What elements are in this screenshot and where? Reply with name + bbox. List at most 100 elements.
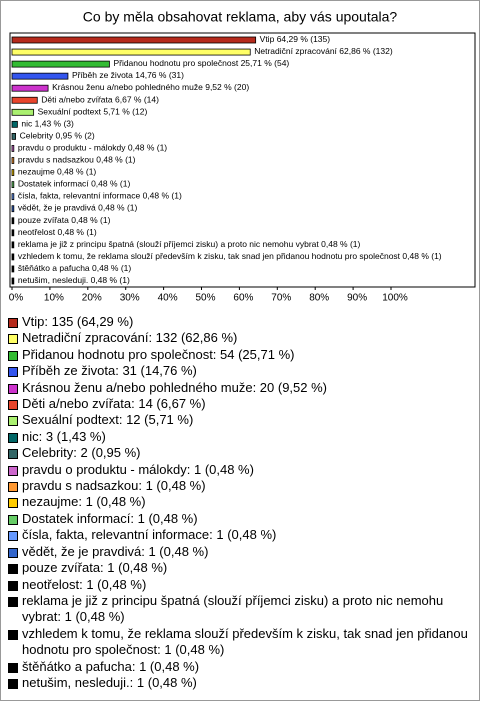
legend-swatch xyxy=(8,547,18,558)
x-tick-label: 20% xyxy=(82,293,102,304)
legend-label: reklama je již z principu špatná (slouží… xyxy=(22,592,444,625)
category-label: vzhledem k tomu, že reklama slouží přede… xyxy=(18,251,401,261)
legend-item: pouze zvířata: 1 (0,48 %) xyxy=(8,560,472,576)
legend-label: Vtip: 135 (64,29 %) xyxy=(22,314,134,329)
category-label: Krásnou ženu a/nebo pohledného muže xyxy=(52,82,203,92)
bar-label: Netradiční zpracování 62,86 % (132) xyxy=(254,46,393,56)
legend-item: štěňátko a pafucha: 1 (0,48 %) xyxy=(8,659,472,675)
value-label: 0,48 % (1) xyxy=(71,215,110,225)
value-label: 64,29 % (135) xyxy=(277,34,331,44)
category-label: vědět, že je pravdivá xyxy=(18,203,96,213)
bar xyxy=(11,217,15,225)
category-label: čísla, fakta, relevantní informace xyxy=(18,191,141,201)
value-label: 0,48 % (1) xyxy=(98,203,137,213)
category-label: nic xyxy=(21,119,33,129)
category-label: neotřelost xyxy=(18,227,56,237)
legend-swatch xyxy=(8,482,18,493)
bar-label: pravdu o produktu - málokdy 0,48 % (1) xyxy=(18,143,167,153)
value-label: 0,48 % (1) xyxy=(96,155,135,165)
bar-label: Dostatek informací 0,48 % (1) xyxy=(18,179,131,189)
category-label: Celebrity xyxy=(20,131,54,141)
category-label: Přidanou hodnotu pro společnost xyxy=(113,58,238,68)
legend-label: neotřelost: 1 (0,48 %) xyxy=(22,576,147,592)
legend-label: Krásnou ženu a/nebo pohledného muže: 20 … xyxy=(22,379,327,395)
bar xyxy=(11,72,69,80)
bar-label: vzhledem k tomu, že reklama slouží přede… xyxy=(18,251,442,261)
value-label: 1,43 % (3) xyxy=(35,119,74,129)
legend-swatch xyxy=(8,334,18,345)
legend-item: nezaujme: 1 (0,48 %) xyxy=(8,494,472,510)
bar-label: neotřelost 0,48 % (1) xyxy=(18,227,97,237)
bar xyxy=(11,132,17,140)
legend-item: vzhledem k tomu, že reklama slouží přede… xyxy=(8,626,472,659)
bar xyxy=(11,48,251,56)
category-label: pravdu s nadsazkou xyxy=(18,155,94,165)
bar-label: nezaujme 0,48 % (1) xyxy=(18,167,97,177)
legend-swatch xyxy=(8,350,18,361)
legend-item: Krásnou ženu a/nebo pohledného muže: 20 … xyxy=(8,380,472,396)
legend-swatch xyxy=(8,498,18,509)
legend-item: pravdu s nadsazkou: 1 (0,48 %) xyxy=(8,478,472,494)
bar xyxy=(11,157,15,164)
legend-label: pouze zvířata: 1 (0,48 %) xyxy=(22,560,168,576)
category-label: pouze zvířata xyxy=(18,215,69,225)
legend-swatch xyxy=(8,629,18,640)
value-label: 9,52 % (20) xyxy=(205,82,249,92)
value-label: 62,86 % (132) xyxy=(339,46,393,56)
value-label: 0,48 % (1) xyxy=(143,191,182,201)
chart: Co by měla obsahovat reklama, aby vás up… xyxy=(9,9,476,304)
bar-label: pravdu s nadsazkou 0,48 % (1) xyxy=(18,155,136,165)
legend-label: nezaujme: 1 (0,48 %) xyxy=(22,494,146,510)
category-label: Netradiční zpracování xyxy=(254,46,337,56)
bar xyxy=(11,169,15,176)
legend-label: Děti a/nebo zvířata: 14 (6,67 %) xyxy=(22,396,206,412)
bar xyxy=(11,96,38,104)
legend-label: štěňátko a pafucha: 1 (0,48 %) xyxy=(22,658,200,674)
legend-label: pravdu o produktu - málokdy: 1 (0,48 %) xyxy=(22,461,254,477)
value-label: 5,71 % (12) xyxy=(103,107,147,117)
x-tick-label: 90% xyxy=(347,293,367,304)
legend-label: nic: 3 (1,43 %) xyxy=(22,428,106,444)
category-label: Dostatek informací xyxy=(18,179,89,189)
legend-swatch xyxy=(8,662,18,673)
legend-item: Příběh ze života: 31 (14,76 %) xyxy=(8,363,472,379)
value-label: 25,71 % (54) xyxy=(241,58,290,68)
legend-label: pravdu s nadsazkou: 1 (0,48 %) xyxy=(22,478,206,494)
bar-label: netušim, nesleduji. 0,48 % (1) xyxy=(18,275,130,285)
bar-label: Celebrity 0,95 % (2) xyxy=(20,131,95,141)
legend-label: Přidanou hodnotu pro společnost: 54 (25,… xyxy=(22,346,295,362)
bar xyxy=(11,241,15,249)
bar-label: Vtip 64,29 % (135) xyxy=(260,34,331,44)
legend-label: Příběh ze života: 31 (14,76 %) xyxy=(22,363,197,379)
x-tick-label: 40% xyxy=(158,293,178,304)
bar-label: Krásnou ženu a/nebo pohledného muže 9,52… xyxy=(52,82,249,92)
legend-swatch xyxy=(8,531,18,542)
legend-label: Sexuální podtext: 12 (5,71 %) xyxy=(22,412,194,428)
legend-item: Dostatek informací: 1 (0,48 %) xyxy=(8,511,472,527)
bar xyxy=(11,145,15,152)
category-label: netušim, nesleduji. xyxy=(18,275,88,285)
bar-label: vědět, že je pravdivá 0,48 % (1) xyxy=(18,203,138,213)
legend-swatch xyxy=(8,678,18,689)
bar xyxy=(11,60,110,68)
value-label: 0,48 % (1) xyxy=(321,239,360,249)
legend-swatch xyxy=(8,367,18,378)
legend-item: nic: 3 (1,43 %) xyxy=(8,429,472,445)
legend-label: vědět, že je pravdivá: 1 (0,48 %) xyxy=(22,543,209,559)
bar xyxy=(11,108,35,116)
value-label: 0,48 % (1) xyxy=(402,251,441,261)
bar-label: Příběh ze života 14,76 % (31) xyxy=(72,70,184,80)
bar-label: nic 1,43 % (3) xyxy=(21,119,74,129)
bar xyxy=(11,120,18,128)
category-label: Příběh ze života xyxy=(72,70,133,80)
bar-label: štěňátko a pafucha 0,48 % (1) xyxy=(18,263,132,273)
legend-item: Vtip: 135 (64,29 %) xyxy=(8,314,472,330)
category-label: Sexuální podtext xyxy=(38,107,102,117)
value-label: 0,48 % (1) xyxy=(91,275,130,285)
legend-swatch xyxy=(8,580,18,591)
legend-item: pravdu o produktu - málokdy: 1 (0,48 %) xyxy=(8,462,472,478)
legend-item: Celebrity: 2 (0,95 %) xyxy=(8,445,472,461)
value-label: 0,48 % (1) xyxy=(58,227,97,237)
bar xyxy=(11,181,15,189)
legend-swatch xyxy=(8,465,18,476)
